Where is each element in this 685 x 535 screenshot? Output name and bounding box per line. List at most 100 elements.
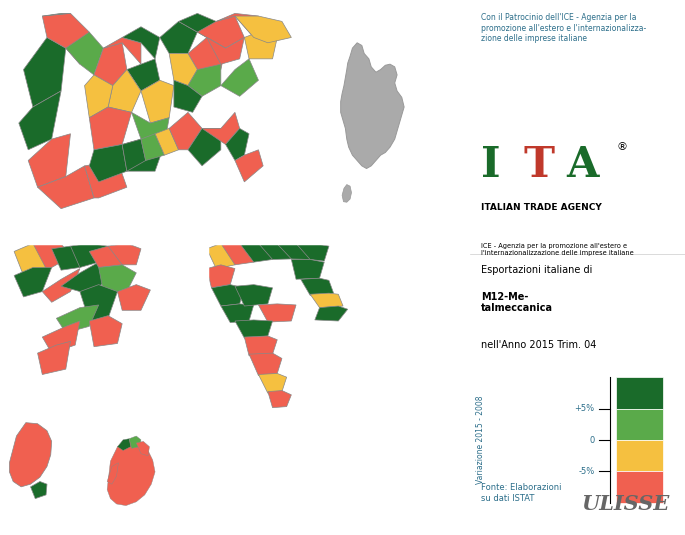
Polygon shape bbox=[245, 32, 277, 59]
Polygon shape bbox=[235, 320, 273, 338]
Polygon shape bbox=[340, 43, 404, 169]
Polygon shape bbox=[66, 32, 103, 75]
Polygon shape bbox=[216, 13, 258, 37]
Polygon shape bbox=[197, 16, 245, 48]
Polygon shape bbox=[188, 64, 221, 96]
Polygon shape bbox=[89, 316, 122, 347]
Polygon shape bbox=[258, 373, 286, 393]
Polygon shape bbox=[14, 268, 51, 297]
Polygon shape bbox=[51, 246, 89, 270]
Polygon shape bbox=[31, 482, 47, 499]
Polygon shape bbox=[108, 70, 141, 112]
Polygon shape bbox=[174, 80, 202, 112]
Text: Fonte: Elaborazioni
su dati ISTAT: Fonte: Elaborazioni su dati ISTAT bbox=[481, 484, 561, 503]
Polygon shape bbox=[235, 150, 263, 182]
Polygon shape bbox=[94, 43, 127, 86]
Polygon shape bbox=[122, 139, 164, 171]
Text: 0: 0 bbox=[589, 435, 595, 445]
Polygon shape bbox=[103, 37, 141, 64]
Bar bbox=[616, 377, 664, 409]
Polygon shape bbox=[42, 269, 80, 302]
Text: M12-Me-
talmeccanica: M12-Me- talmeccanica bbox=[481, 292, 553, 313]
Polygon shape bbox=[84, 75, 113, 118]
Bar bbox=[616, 440, 664, 471]
Text: ICE - Agenzia per la promozione all'estero e
l'internazionalizzazione delle impr: ICE - Agenzia per la promozione all'este… bbox=[481, 243, 634, 256]
Polygon shape bbox=[258, 304, 296, 322]
Polygon shape bbox=[225, 128, 249, 160]
Text: A: A bbox=[566, 144, 599, 187]
Polygon shape bbox=[207, 37, 245, 64]
Polygon shape bbox=[42, 321, 80, 353]
Polygon shape bbox=[127, 59, 160, 91]
Polygon shape bbox=[107, 440, 155, 506]
Polygon shape bbox=[169, 54, 197, 86]
Polygon shape bbox=[221, 304, 253, 323]
Polygon shape bbox=[80, 285, 118, 321]
Polygon shape bbox=[28, 134, 71, 187]
Polygon shape bbox=[245, 336, 277, 356]
Text: ITALIAN TRADE AGENCY: ITALIAN TRADE AGENCY bbox=[481, 203, 601, 212]
Text: nell'Anno 2015 Trim. 04: nell'Anno 2015 Trim. 04 bbox=[481, 340, 596, 350]
Polygon shape bbox=[118, 439, 131, 450]
Polygon shape bbox=[235, 285, 273, 306]
Polygon shape bbox=[38, 166, 94, 209]
Polygon shape bbox=[268, 391, 291, 408]
Polygon shape bbox=[42, 13, 89, 64]
Bar bbox=[616, 409, 664, 440]
Polygon shape bbox=[56, 305, 99, 333]
Text: +5%: +5% bbox=[575, 404, 595, 413]
Polygon shape bbox=[249, 353, 282, 376]
Polygon shape bbox=[136, 441, 149, 456]
Polygon shape bbox=[141, 134, 164, 160]
Text: Variazione 2015 - 2008: Variazione 2015 - 2008 bbox=[476, 396, 485, 484]
Polygon shape bbox=[71, 243, 108, 268]
Polygon shape bbox=[141, 80, 174, 123]
Polygon shape bbox=[179, 13, 216, 37]
Text: I: I bbox=[481, 144, 500, 187]
Polygon shape bbox=[207, 243, 240, 269]
Polygon shape bbox=[23, 37, 66, 107]
Polygon shape bbox=[301, 278, 334, 295]
Bar bbox=[616, 471, 664, 503]
Polygon shape bbox=[42, 13, 71, 16]
Polygon shape bbox=[132, 112, 169, 144]
Polygon shape bbox=[160, 21, 197, 54]
Polygon shape bbox=[129, 436, 141, 448]
Polygon shape bbox=[61, 262, 108, 294]
Polygon shape bbox=[108, 243, 141, 265]
Polygon shape bbox=[122, 139, 146, 171]
Polygon shape bbox=[155, 128, 179, 155]
Polygon shape bbox=[18, 91, 61, 150]
Polygon shape bbox=[84, 160, 127, 198]
Polygon shape bbox=[240, 243, 277, 262]
Text: ®: ® bbox=[616, 142, 627, 152]
Polygon shape bbox=[99, 265, 136, 292]
Polygon shape bbox=[38, 341, 71, 374]
Polygon shape bbox=[277, 243, 315, 259]
Polygon shape bbox=[258, 243, 296, 259]
Polygon shape bbox=[202, 112, 240, 144]
Polygon shape bbox=[122, 27, 160, 59]
Text: T: T bbox=[523, 144, 555, 187]
Text: Con il Patrocinio dell'ICE - Agenzia per la
promozione all'estero e l'internazio: Con il Patrocinio dell'ICE - Agenzia per… bbox=[481, 13, 646, 43]
Polygon shape bbox=[10, 423, 51, 487]
Polygon shape bbox=[188, 128, 221, 166]
Text: ULISSE: ULISSE bbox=[582, 494, 670, 514]
Polygon shape bbox=[14, 243, 56, 276]
Polygon shape bbox=[207, 265, 235, 288]
Text: Esportazioni italiane di: Esportazioni italiane di bbox=[481, 265, 595, 275]
Polygon shape bbox=[296, 243, 329, 261]
Polygon shape bbox=[33, 243, 71, 270]
Polygon shape bbox=[310, 293, 343, 308]
Polygon shape bbox=[342, 185, 351, 202]
Polygon shape bbox=[188, 37, 225, 70]
Polygon shape bbox=[315, 306, 348, 321]
Polygon shape bbox=[118, 285, 151, 310]
Polygon shape bbox=[169, 112, 202, 150]
Polygon shape bbox=[212, 285, 245, 306]
Polygon shape bbox=[235, 16, 291, 43]
Polygon shape bbox=[89, 144, 127, 182]
Polygon shape bbox=[89, 107, 132, 150]
Polygon shape bbox=[107, 463, 119, 484]
Polygon shape bbox=[291, 259, 324, 279]
